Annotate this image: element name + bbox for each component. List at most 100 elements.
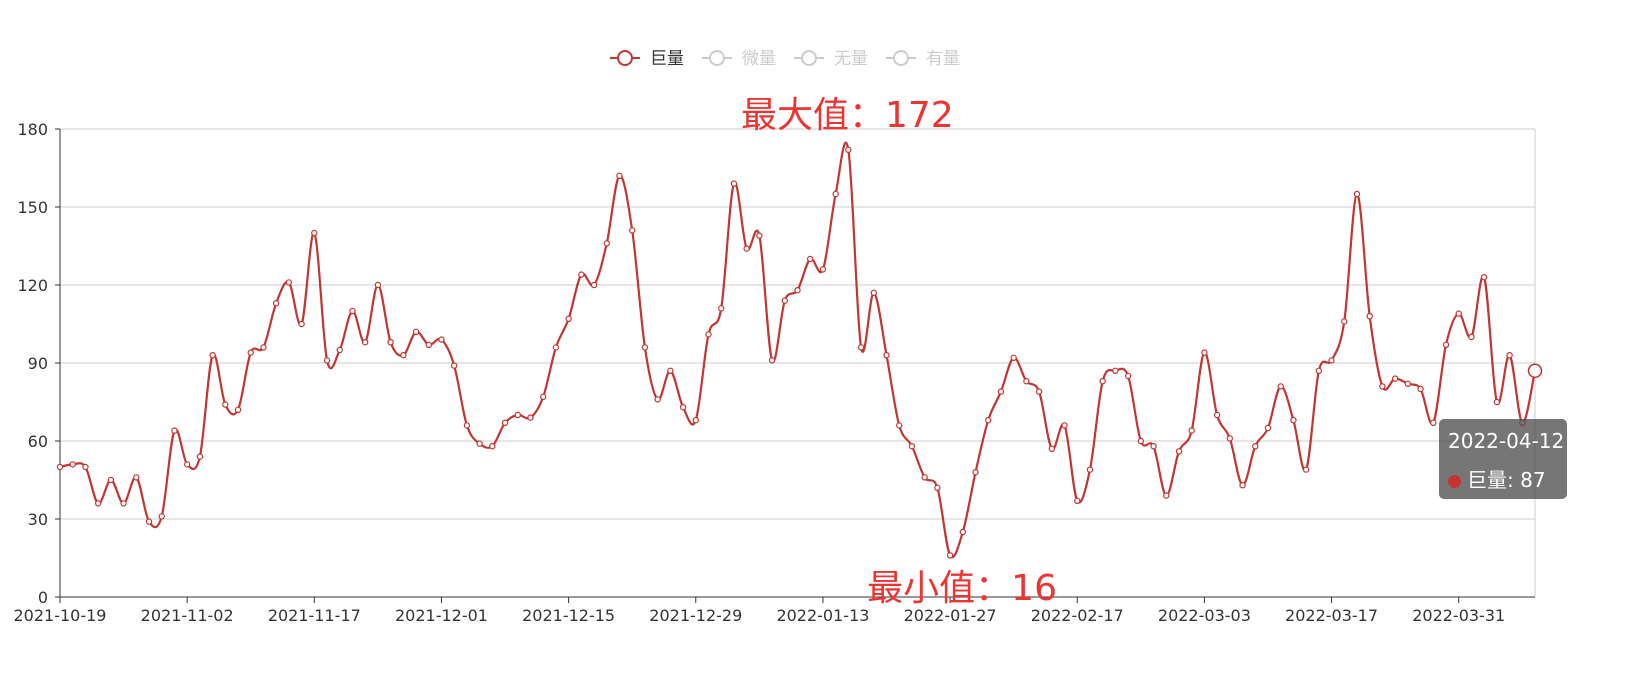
data-point xyxy=(1493,398,1501,406)
data-point xyxy=(463,422,471,429)
data-point xyxy=(590,281,598,289)
data-point xyxy=(425,341,432,348)
data-point xyxy=(1391,375,1399,382)
grid-lines xyxy=(60,128,1535,520)
data-point xyxy=(298,320,305,328)
x-tick-label: 2022-02-17 xyxy=(1031,606,1124,625)
tooltip: 2022-04-12 巨量: 87 xyxy=(1439,419,1567,499)
data-point xyxy=(730,180,738,187)
data-point xyxy=(539,393,547,400)
data-point xyxy=(69,461,76,468)
data-point xyxy=(1163,492,1170,499)
x-tick-label: 2021-12-01 xyxy=(395,606,488,625)
data-point xyxy=(934,484,941,491)
max-value-annotation: 最大值：172 xyxy=(741,95,954,136)
data-point xyxy=(565,315,572,322)
data-point xyxy=(272,300,280,307)
x-tick-label: 2022-03-31 xyxy=(1412,606,1505,625)
data-point xyxy=(171,427,178,434)
data-point xyxy=(1150,443,1157,450)
data-point xyxy=(794,287,801,294)
legend-label: 有量 xyxy=(926,49,960,69)
data-point xyxy=(1264,424,1272,432)
data-point xyxy=(641,344,649,351)
data-point xyxy=(514,411,521,419)
legend-marker-icon xyxy=(893,50,909,66)
y-tick-label: 120 xyxy=(17,276,48,295)
data-point xyxy=(1315,367,1323,374)
data-point xyxy=(908,443,916,450)
data-point xyxy=(349,307,356,315)
data-point xyxy=(1366,313,1373,320)
legend-marker-icon xyxy=(617,50,633,66)
data-point xyxy=(1201,349,1208,356)
data-point xyxy=(768,357,776,364)
data-point xyxy=(1035,388,1043,395)
data-point xyxy=(781,297,788,304)
data-point xyxy=(438,336,445,343)
data-point xyxy=(260,344,267,351)
data-point xyxy=(896,422,903,429)
data-point xyxy=(1048,445,1056,452)
y-tick-label: 180 xyxy=(17,120,48,139)
data-point xyxy=(209,352,216,359)
data-point xyxy=(1302,466,1310,473)
legend-item-微量: 微量 xyxy=(702,49,776,69)
data-point xyxy=(667,367,674,374)
series-line-巨量 xyxy=(59,141,1537,559)
data-point xyxy=(1112,367,1119,374)
y-tick-label: 60 xyxy=(28,432,48,451)
legend-item-有量: 有量 xyxy=(886,49,960,69)
x-tick-label: 2022-03-17 xyxy=(1285,606,1378,625)
data-point xyxy=(1480,274,1488,281)
data-point xyxy=(489,443,496,450)
legend-label: 无量 xyxy=(834,49,868,69)
data-point xyxy=(158,513,165,520)
data-point xyxy=(94,500,102,507)
data-point xyxy=(247,349,254,356)
legend-label: 微量 xyxy=(742,49,776,69)
data-point xyxy=(857,344,865,351)
data-point xyxy=(311,229,318,237)
data-point xyxy=(196,453,204,460)
data-point xyxy=(997,388,1005,395)
data-point xyxy=(756,232,763,239)
data-point xyxy=(628,227,636,234)
x-tick-label: 2021-12-29 xyxy=(649,606,742,625)
data-point xyxy=(476,440,483,447)
x-tick-label: 2021-11-02 xyxy=(141,606,234,625)
data-point xyxy=(845,146,852,153)
data-point xyxy=(1086,466,1094,473)
data-point xyxy=(1455,310,1462,317)
data-point xyxy=(743,245,750,252)
data-point xyxy=(578,271,585,278)
legend-item-无量: 无量 xyxy=(794,49,868,69)
data-point xyxy=(1353,190,1361,198)
data-point xyxy=(336,346,343,354)
data-point xyxy=(374,281,382,289)
data-point xyxy=(1417,385,1424,393)
data-point xyxy=(1239,482,1246,489)
data-point xyxy=(1341,318,1348,325)
data-point xyxy=(1226,435,1234,442)
data-point xyxy=(883,352,890,359)
y-tick-label: 90 xyxy=(28,354,48,373)
data-point xyxy=(1074,497,1081,504)
data-point xyxy=(107,476,115,484)
data-point xyxy=(692,417,699,424)
data-point xyxy=(56,463,64,471)
data-point xyxy=(819,266,827,273)
x-tick-label: 2021-10-19 xyxy=(14,606,107,625)
legend-item-巨量: 巨量 xyxy=(610,49,684,69)
data-point xyxy=(718,305,725,312)
legend: 巨量 微量 无量 有量 xyxy=(610,49,960,69)
y-tick-label: 30 xyxy=(28,510,48,529)
data-point xyxy=(145,518,153,525)
min-value-annotation: 最小值：16 xyxy=(867,568,1057,609)
data-point xyxy=(1061,422,1068,429)
data-point xyxy=(946,552,954,559)
data-point xyxy=(1023,378,1030,385)
x-tick-label: 2021-12-15 xyxy=(522,606,615,625)
data-point xyxy=(1430,419,1437,426)
data-point xyxy=(323,357,331,364)
